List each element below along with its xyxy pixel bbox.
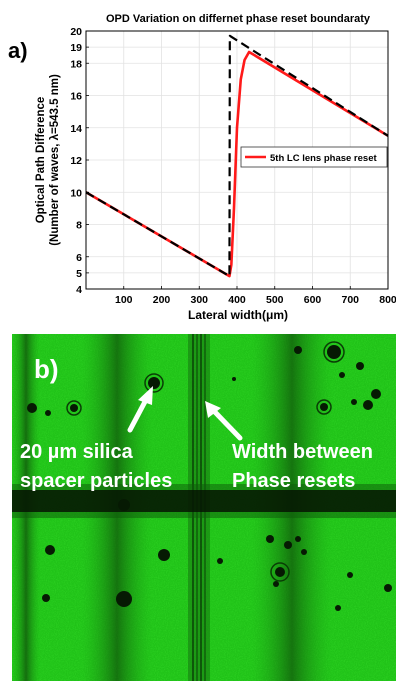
y-tick-label: 14 bbox=[70, 123, 82, 135]
legend-label: 5th LC lens phase reset bbox=[270, 153, 377, 164]
panel-a-label: a) bbox=[8, 38, 28, 63]
horizontal-spacer-band-edge bbox=[12, 512, 396, 518]
horizontal-spacer-band-edge bbox=[12, 484, 396, 490]
y-tick-label: 16 bbox=[70, 91, 82, 103]
arrow-to-boundary bbox=[205, 401, 243, 441]
x-tick-label: 400 bbox=[228, 294, 246, 306]
y-tick-label: 18 bbox=[70, 58, 82, 70]
panel-b-micrograph: b) 20 µm silica spacer particles Width b… bbox=[12, 334, 396, 681]
horizontal-spacer-band bbox=[12, 490, 396, 512]
y-tick-label: 4 bbox=[76, 284, 82, 296]
x-tick-label: 800 bbox=[379, 294, 396, 306]
x-tick-label: 700 bbox=[341, 294, 359, 306]
ticks: 100 200 300 400 500 600 700 800 4 5 6 8 10 12 14 16 18 19… bbox=[70, 26, 396, 306]
y-tick-label: 6 bbox=[76, 252, 82, 264]
x-axis-label: Lateral width(μm) bbox=[188, 308, 288, 322]
y-axis-label-line2: (Number of waves, λ=543.5 nm) bbox=[49, 74, 61, 246]
opd-chart: a) OPD Variation on differnet phase rese… bbox=[8, 13, 396, 322]
boundary-label-line1: Width between bbox=[232, 441, 373, 463]
x-tick-label: 100 bbox=[115, 294, 133, 306]
series-dashed-black bbox=[85, 34, 389, 278]
legend-box bbox=[240, 146, 388, 168]
micrograph-image: b) 20 µm silica spacer particles Width b… bbox=[12, 334, 396, 681]
particle-label-line1: 20 µm silica bbox=[20, 441, 134, 463]
panel-b-label: b) bbox=[34, 354, 59, 384]
series-layer bbox=[85, 34, 389, 278]
x-tick-label: 300 bbox=[190, 294, 208, 306]
y-tick-label: 8 bbox=[76, 220, 82, 232]
boundary-label-line2: Phase resets bbox=[232, 470, 355, 492]
particle-label-line2: spacer particles bbox=[20, 470, 172, 492]
legend: 5th LC lens phase reset bbox=[240, 146, 388, 168]
x-tick-label: 600 bbox=[304, 294, 322, 306]
y-tick-label: 5 bbox=[76, 268, 82, 280]
spacer-particles bbox=[27, 345, 392, 611]
y-axis-label-line1: Optical Path Difference bbox=[35, 97, 47, 224]
x-tick-label: 200 bbox=[153, 294, 171, 306]
y-tick-label: 12 bbox=[70, 155, 82, 167]
x-tick-label: 500 bbox=[266, 294, 284, 306]
particle-rings bbox=[66, 341, 345, 582]
arrow-to-particle bbox=[127, 386, 153, 433]
y-tick-label: 20 bbox=[70, 26, 82, 38]
y-tick-label: 19 bbox=[70, 42, 82, 54]
y-tick-label: 10 bbox=[70, 187, 82, 199]
chart-title: OPD Variation on differnet phase reset b… bbox=[106, 13, 371, 25]
panel-a: a) OPD Variation on differnet phase rese… bbox=[0, 0, 396, 326]
